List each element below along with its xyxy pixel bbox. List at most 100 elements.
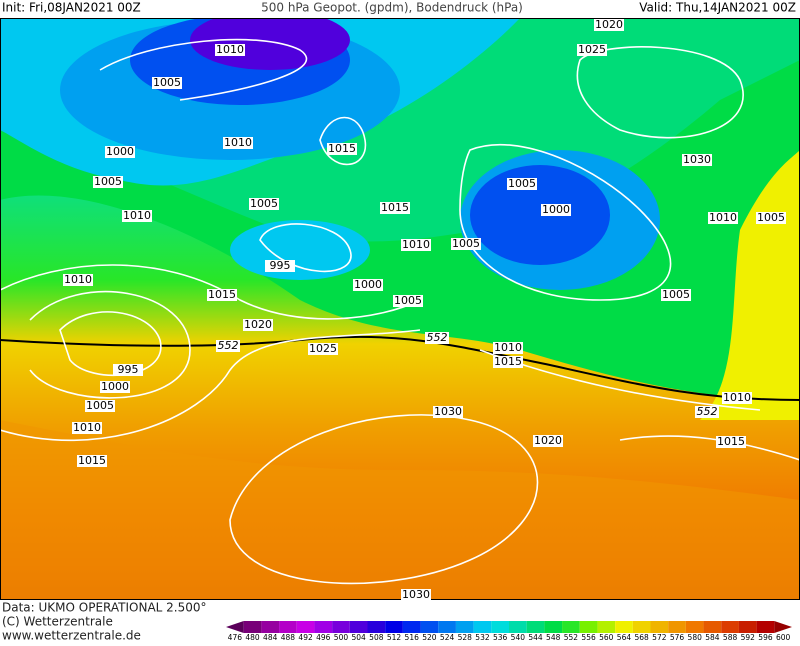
- isobar-label: 1010: [73, 421, 101, 434]
- colorbar-label: 476: [228, 633, 243, 642]
- colorbar-label: 568: [634, 633, 649, 642]
- label-background: [425, 332, 449, 344]
- colorbar-swatch: [349, 621, 368, 633]
- label-background: [100, 381, 130, 393]
- label-background: [380, 202, 410, 214]
- isobar-label: 1005: [662, 288, 690, 301]
- colorbar-swatch: [756, 621, 775, 633]
- label-background: [327, 143, 357, 155]
- isobar-label: 1030: [434, 405, 462, 418]
- colorbar-swatch: [579, 621, 598, 633]
- colorbar-swatch: [721, 621, 739, 633]
- isobar-label: 1005: [394, 294, 422, 307]
- label-background: [223, 137, 253, 149]
- isobar-label: 1010: [216, 43, 244, 56]
- isobar-label: 1025: [309, 342, 337, 355]
- label-background: [507, 178, 537, 190]
- colorbar-label: 592: [741, 633, 756, 642]
- colorbar-label: 548: [546, 633, 561, 642]
- colorbar-label: 500: [334, 633, 349, 642]
- isobar-label: 1005: [153, 76, 181, 89]
- colorbar-swatch: [438, 621, 456, 633]
- isobar-label: 1010: [494, 341, 522, 354]
- colorbar-label: 556: [581, 633, 596, 642]
- isobar-label: 1020: [595, 18, 623, 31]
- colorbar-label: 508: [369, 633, 384, 642]
- isobar-label: 1015: [494, 355, 522, 368]
- map-title: 500 hPa Geopot. (gpdm), Bodendruck (hPa): [261, 1, 523, 15]
- label-background: [77, 455, 107, 467]
- colorbar-swatch: [455, 621, 474, 633]
- valid-time: Valid: Thu,14JAN2021 00Z: [639, 1, 796, 15]
- label-background: [215, 44, 245, 56]
- label-background: [216, 340, 240, 352]
- colorbar-swatch: [509, 621, 527, 633]
- colorbar-swatch: [491, 621, 509, 633]
- colorbar-label: 532: [475, 633, 490, 642]
- isobar-label: 1000: [101, 380, 129, 393]
- colorbar-label: 544: [528, 633, 543, 642]
- colorbar-label: 512: [387, 633, 402, 642]
- label-background: [85, 400, 115, 412]
- colorbar-label: 576: [670, 633, 685, 642]
- isobar-label: 995: [118, 363, 139, 376]
- geopotential-label: 552: [218, 339, 239, 352]
- colorbar-label: 480: [245, 633, 260, 642]
- map-labels: 1010100510001005101010101015102099510001…: [63, 18, 786, 601]
- colorbar-swatch: [597, 621, 616, 633]
- colorbar-swatch: [473, 621, 492, 633]
- label-background: [722, 392, 752, 404]
- isobar-label: 1010: [709, 211, 737, 224]
- isobar-label: 1005: [250, 197, 278, 210]
- colorbar-label: 516: [405, 633, 420, 642]
- colorbar-swatch: [703, 621, 722, 633]
- colorbar-label: 588: [723, 633, 738, 642]
- label-background: [661, 289, 691, 301]
- isobar-label: 1010: [123, 209, 151, 222]
- copyright: (C) Wetterzentrale: [2, 615, 113, 629]
- label-background: [207, 289, 237, 301]
- label-background: [265, 260, 295, 272]
- colorbar-label: 572: [652, 633, 667, 642]
- label-background: [401, 239, 431, 251]
- colorbar-swatch: [738, 621, 757, 633]
- colorbar-label: 524: [440, 633, 455, 642]
- colorbar-label: 492: [298, 633, 313, 642]
- isobar-label: 1030: [402, 588, 430, 601]
- colorbar-label: 560: [599, 633, 614, 642]
- isobar-label: 1015: [328, 142, 356, 155]
- colorbar-swatch: [774, 621, 792, 633]
- isobar-label: 1005: [452, 237, 480, 250]
- colorbar-label: 540: [511, 633, 526, 642]
- colorbar-label: 600: [776, 633, 791, 642]
- colorbar-swatch: [685, 621, 704, 633]
- isobar-label: 1015: [381, 201, 409, 214]
- isobar-label: 1000: [106, 145, 134, 158]
- label-background: [243, 319, 273, 331]
- label-background: [308, 343, 338, 355]
- colorbar-swatch: [420, 621, 439, 633]
- colorbar-swatch: [261, 621, 280, 633]
- colorbar-swatch: [226, 621, 244, 633]
- label-background: [122, 210, 152, 222]
- label-background: [433, 406, 463, 418]
- isobar-label: 1010: [224, 136, 252, 149]
- isobar-label: 1015: [717, 435, 745, 448]
- label-background: [113, 364, 143, 376]
- colorbar-swatch: [544, 621, 563, 633]
- colorbar-label: 580: [688, 633, 703, 642]
- label-background: [105, 146, 135, 158]
- label-background: [152, 77, 182, 89]
- colorbar-swatch: [367, 621, 386, 633]
- colorbar-label: 552: [564, 633, 579, 642]
- colorbar-swatch: [279, 621, 297, 633]
- isobar-label: 1010: [64, 273, 92, 286]
- label-background: [451, 238, 481, 250]
- label-background: [756, 212, 786, 224]
- isobar-label: 1020: [244, 318, 272, 331]
- geopotential-label: 552: [427, 331, 448, 344]
- label-background: [695, 406, 719, 418]
- label-background: [577, 44, 607, 56]
- colorbar-label: 484: [263, 633, 278, 642]
